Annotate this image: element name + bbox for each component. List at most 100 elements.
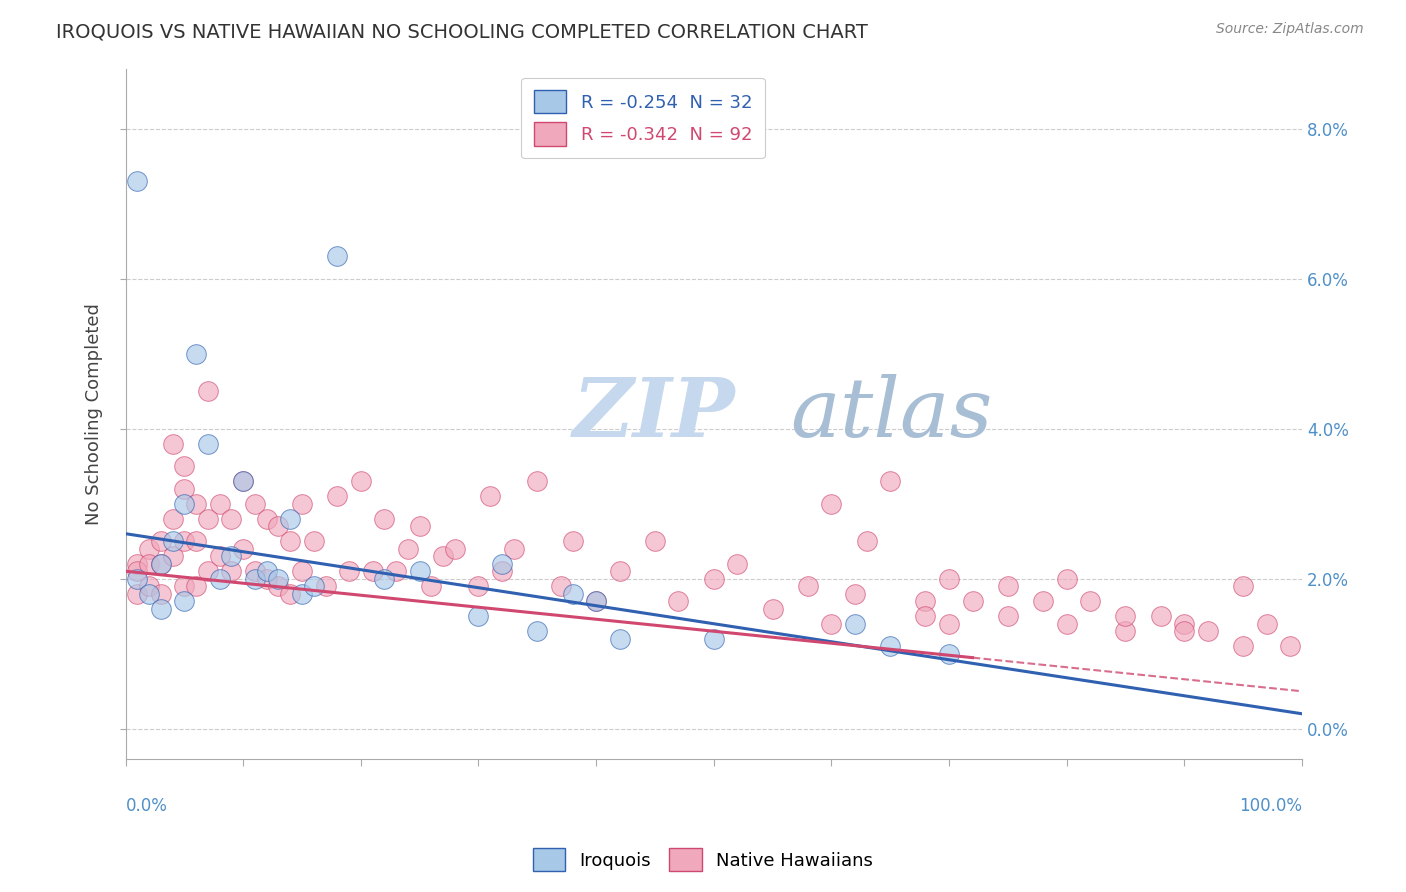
Point: [208, 549, 231, 564]
Text: atlas: atlas: [790, 374, 993, 454]
Point: [221, 564, 243, 578]
Point: [243, 572, 266, 586]
Point: [138, 579, 160, 593]
Point: [938, 647, 960, 661]
Point: [938, 616, 960, 631]
Point: [149, 534, 172, 549]
Point: [149, 557, 172, 571]
Point: [173, 459, 195, 474]
Text: 0.0%: 0.0%: [125, 797, 167, 814]
Point: [267, 519, 290, 533]
Point: [127, 174, 149, 188]
Point: [173, 579, 195, 593]
Point: [221, 549, 243, 564]
Point: [1279, 639, 1302, 653]
Point: [208, 497, 231, 511]
Point: [162, 436, 184, 450]
Point: [408, 519, 430, 533]
Point: [197, 511, 219, 525]
Point: [444, 541, 467, 556]
Point: [173, 534, 195, 549]
Point: [373, 511, 395, 525]
Point: [432, 549, 454, 564]
Point: [997, 579, 1019, 593]
Text: ZIP: ZIP: [572, 374, 735, 454]
Point: [278, 534, 301, 549]
Point: [668, 594, 690, 608]
Point: [149, 557, 172, 571]
Point: [1232, 579, 1254, 593]
Point: [162, 534, 184, 549]
Y-axis label: No Schooling Completed: No Schooling Completed: [86, 302, 103, 524]
Point: [232, 541, 254, 556]
Point: [526, 474, 548, 488]
Point: [1232, 639, 1254, 653]
Point: [385, 564, 408, 578]
Point: [1056, 572, 1078, 586]
Point: [149, 587, 172, 601]
Point: [914, 609, 936, 624]
Point: [315, 579, 337, 593]
Point: [467, 579, 489, 593]
Point: [1197, 624, 1219, 639]
Point: [1114, 624, 1136, 639]
Point: [232, 474, 254, 488]
Point: [302, 534, 325, 549]
Point: [609, 564, 631, 578]
Point: [173, 594, 195, 608]
Point: [361, 564, 384, 578]
Point: [138, 541, 160, 556]
Point: [820, 616, 842, 631]
Point: [291, 564, 314, 578]
Point: [502, 541, 524, 556]
Point: [844, 616, 866, 631]
Point: [585, 594, 607, 608]
Point: [879, 639, 901, 653]
Point: [127, 587, 149, 601]
Point: [267, 579, 290, 593]
Point: [184, 346, 207, 360]
Point: [267, 572, 290, 586]
Text: IROQUOIS VS NATIVE HAWAIIAN NO SCHOOLING COMPLETED CORRELATION CHART: IROQUOIS VS NATIVE HAWAIIAN NO SCHOOLING…: [56, 22, 868, 41]
Point: [725, 557, 748, 571]
Point: [855, 534, 877, 549]
Point: [408, 564, 430, 578]
Point: [278, 511, 301, 525]
Point: [291, 587, 314, 601]
Point: [561, 534, 583, 549]
Point: [1056, 616, 1078, 631]
Point: [138, 587, 160, 601]
Point: [184, 497, 207, 511]
Point: [997, 609, 1019, 624]
Point: [278, 587, 301, 601]
Point: [1173, 624, 1195, 639]
Point: [221, 511, 243, 525]
Point: [232, 474, 254, 488]
Point: [149, 601, 172, 615]
Point: [879, 474, 901, 488]
Point: [127, 564, 149, 578]
Point: [256, 564, 278, 578]
Point: [243, 564, 266, 578]
Point: [561, 587, 583, 601]
Point: [326, 249, 349, 263]
Text: Source: ZipAtlas.com: Source: ZipAtlas.com: [1216, 22, 1364, 37]
Point: [479, 489, 502, 503]
Point: [585, 594, 607, 608]
Point: [1032, 594, 1054, 608]
Point: [350, 474, 373, 488]
Point: [844, 587, 866, 601]
Legend: Iroquois, Native Hawaiians: Iroquois, Native Hawaiians: [526, 841, 880, 879]
Point: [962, 594, 984, 608]
Point: [291, 497, 314, 511]
Point: [302, 579, 325, 593]
Point: [197, 384, 219, 399]
Point: [1114, 609, 1136, 624]
Point: [550, 579, 572, 593]
Text: 100.0%: 100.0%: [1239, 797, 1302, 814]
Point: [326, 489, 349, 503]
Point: [337, 564, 360, 578]
Point: [467, 609, 489, 624]
Point: [373, 572, 395, 586]
Point: [1078, 594, 1101, 608]
